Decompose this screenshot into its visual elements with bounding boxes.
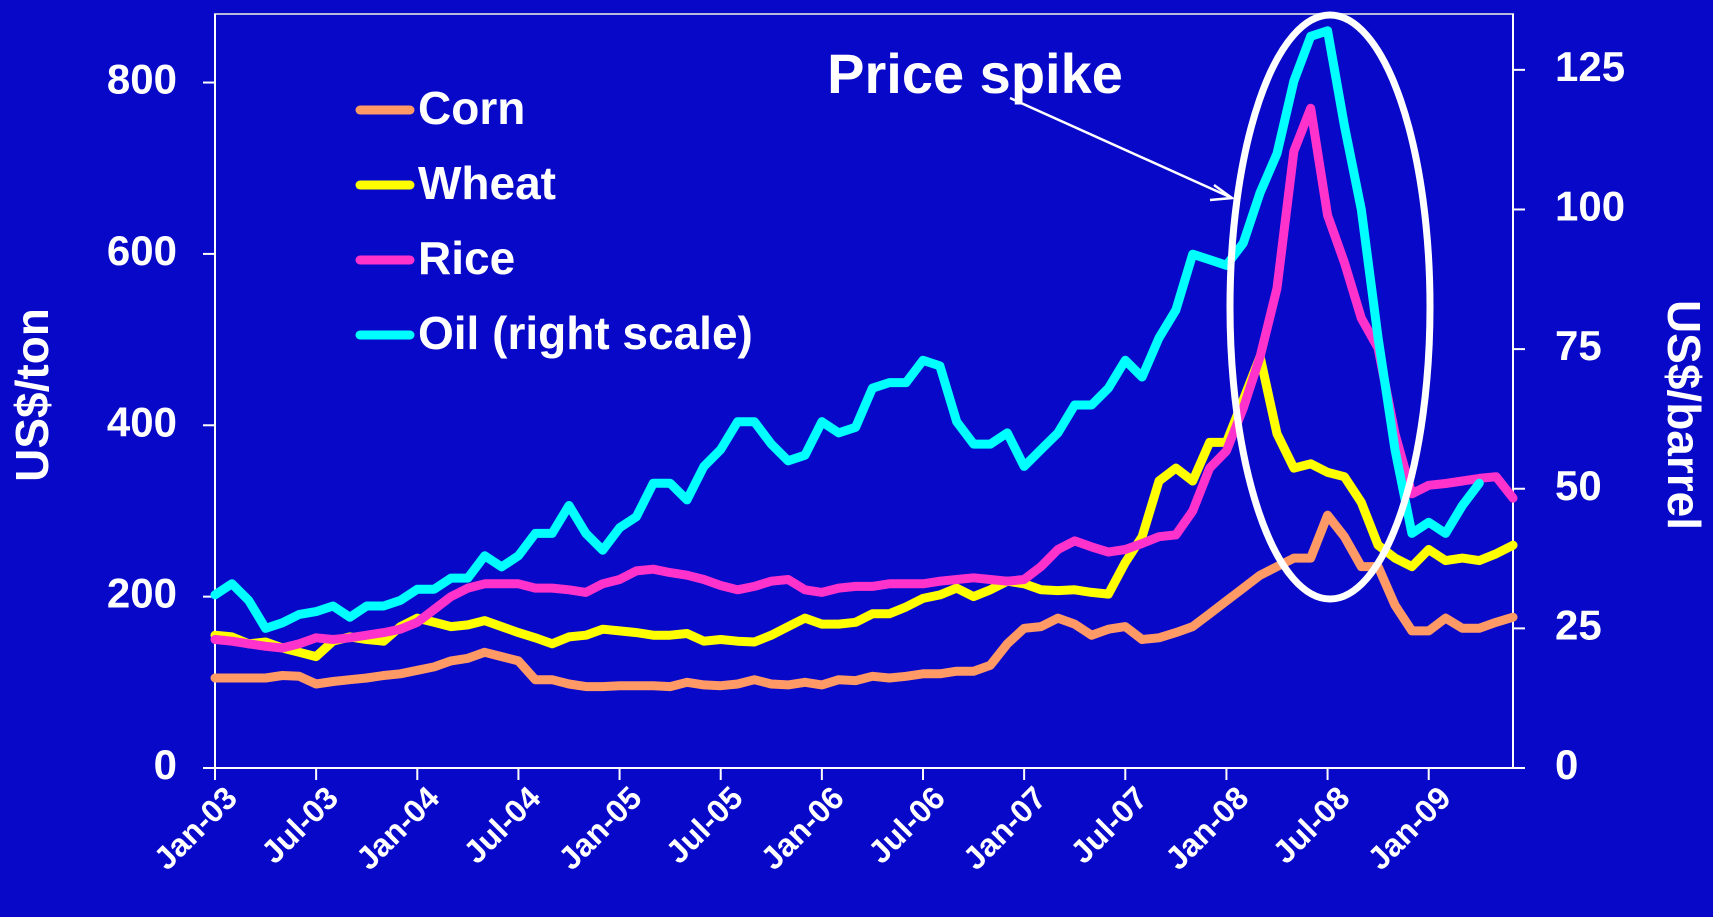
series-line (210, 352, 1518, 662)
series-line (210, 26, 1484, 633)
spike-ellipse (1226, 11, 1434, 603)
series-line (210, 510, 1518, 692)
y2-tick-label: 100 (1555, 183, 1625, 230)
legend-label: Wheat (418, 157, 556, 209)
y2-axis-label: US$/barrel (1658, 300, 1710, 530)
annotation: Price spike (827, 42, 1123, 105)
y2-tick-label: 125 (1555, 43, 1625, 90)
y2-tick-label: 50 (1555, 462, 1602, 509)
y2-tick-label: 0 (1555, 741, 1578, 788)
legend-label: Rice (418, 232, 515, 284)
legend-label: Oil (right scale) (418, 307, 753, 359)
y-tick-label: 400 (107, 398, 177, 445)
y-tick-label: 200 (107, 570, 177, 617)
annotation-arrow (1009, 96, 1233, 200)
y-axis-label: US$/ton (6, 308, 58, 482)
y-tick-label: 0 (154, 741, 177, 788)
y-tick-label: 600 (107, 227, 177, 274)
y2-tick-label: 25 (1555, 601, 1602, 648)
series-line (210, 103, 1518, 653)
legend-label: Corn (418, 82, 525, 134)
y2-tick-label: 75 (1555, 322, 1602, 369)
arrow-head (1209, 183, 1236, 202)
y-tick-label: 800 (107, 56, 177, 103)
